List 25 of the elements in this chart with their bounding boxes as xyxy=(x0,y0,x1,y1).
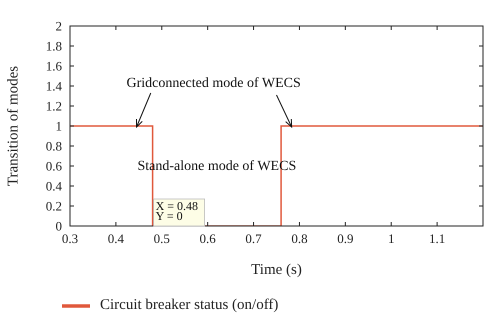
x-tick-label: 0.5 xyxy=(154,231,170,246)
y-tick-label: 0.8 xyxy=(46,138,62,154)
x-tick-label: 0.8 xyxy=(291,231,308,246)
x-axis-title: Time (s) xyxy=(251,262,302,278)
y-tick-label: 0 xyxy=(56,218,62,234)
y-tick-label: 1 xyxy=(56,118,62,134)
x-tick-label: 0.6 xyxy=(200,231,216,246)
legend-label: Circuit breaker status (on/off) xyxy=(100,297,278,314)
x-tick-label: 0.9 xyxy=(337,231,354,246)
y-tick-label: 0.6 xyxy=(46,158,62,174)
x-tick-label: 1.1 xyxy=(428,231,446,246)
y-tick-label: 1.8 xyxy=(46,38,62,54)
y-tick-label: 1.4 xyxy=(46,78,62,94)
y-axis-title: Transition of modes xyxy=(5,66,22,186)
y-tick-label: 0.4 xyxy=(46,178,62,194)
annotation: Gridconnected mode of WECS xyxy=(126,76,301,91)
x-tick-label: 0.3 xyxy=(62,231,78,246)
y-tick-label: 2 xyxy=(56,18,62,34)
y-tick-label: 0.2 xyxy=(46,198,62,214)
y-tick-label: 1.2 xyxy=(46,98,62,114)
x-tick-label: 0.4 xyxy=(108,231,125,246)
x-tick-label: 1 xyxy=(388,231,394,246)
annotation: X = 0.48 Y = 0 xyxy=(156,199,198,223)
x-tick-label: 0.7 xyxy=(245,231,262,246)
y-tick-label: 1.6 xyxy=(46,58,62,74)
